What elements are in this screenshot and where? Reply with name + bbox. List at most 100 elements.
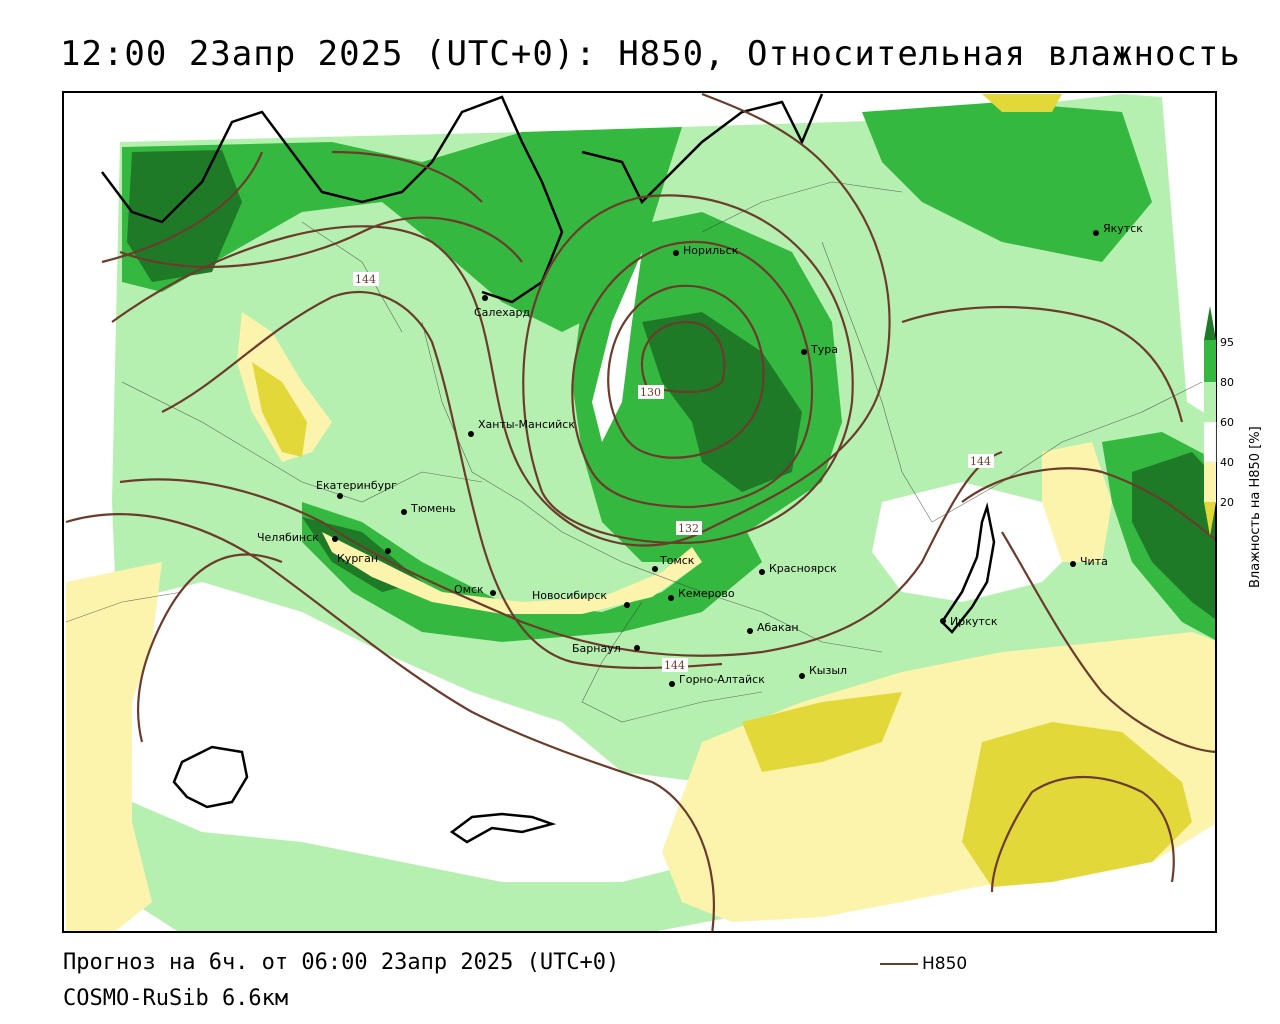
humidity-shading — [66, 94, 1215, 931]
h850-contours — [65, 93, 1215, 931]
city-label: Салехард — [474, 306, 530, 319]
legend-swatch-60-80 — [1204, 382, 1216, 422]
city-label: Абакан — [757, 621, 799, 634]
contour-label: 144 — [970, 455, 991, 468]
city-dot — [801, 349, 807, 355]
city-label: Горно-Алтайск — [679, 673, 765, 686]
h850-contour — [119, 450, 1003, 657]
city-dot — [799, 673, 805, 679]
map-title: 12:00 23апр 2025 (UTC+0): H850, Относите… — [60, 34, 1241, 74]
h850-contour — [111, 93, 891, 547]
taymyr-coastline — [581, 93, 824, 205]
humidity-zone-20-40 — [1042, 442, 1112, 562]
legend-swatch-80-95 — [1204, 340, 1216, 382]
legend-tick: 60 — [1220, 416, 1234, 429]
forecast-info: Прогноз на 6ч. от 06:00 23апр 2025 (UTC+… — [63, 950, 620, 975]
city-label: Курган — [337, 552, 378, 565]
legend-tick: 20 — [1220, 496, 1234, 509]
aral-sea — [172, 745, 249, 809]
city-label: Омск — [454, 583, 484, 596]
humidity-zone-20-40 — [66, 562, 162, 931]
admin-borders — [65, 181, 1203, 723]
coastlines — [101, 93, 996, 844]
humidity-zone-lt20 — [962, 722, 1192, 887]
h850-contour — [990, 791, 1033, 893]
legend-swatch-gt95 — [1204, 306, 1216, 340]
humidity-zone-lt20 — [742, 692, 902, 772]
city-dot — [468, 431, 474, 437]
city-dot — [669, 681, 675, 687]
legend-swatch-lt20 — [1204, 502, 1216, 536]
h850-contour — [1031, 776, 1175, 883]
baikal-lake — [940, 502, 996, 634]
h850-contour — [136, 553, 283, 743]
h850-contour — [641, 320, 726, 394]
contour-key-line — [880, 963, 918, 965]
humidity-zone-gt95 — [127, 150, 242, 282]
h850-contour — [901, 305, 1184, 423]
city-label: Томск — [659, 554, 695, 567]
city-dot — [652, 566, 658, 572]
arctic-coastline — [101, 95, 564, 304]
city-label: Новосибирск — [532, 589, 607, 602]
legend-colorbar: 95 80 60 40 20 — [1203, 306, 1234, 536]
city-label: Норильск — [683, 244, 739, 257]
city-label: Кемерово — [678, 587, 735, 600]
contour-key-label: H850 — [922, 954, 968, 974]
city-dot — [668, 595, 674, 601]
city-label: Иркутск — [950, 615, 998, 628]
map-panel: 144 130 132 144 144 Якутск Норильск Сале… — [62, 91, 1217, 933]
humidity-legend: 95 80 60 40 20 — [1200, 300, 1280, 590]
contour-key: H850 — [880, 954, 967, 974]
legend-title: Влажность на H850 [%] — [1248, 426, 1263, 588]
city-dot — [337, 493, 343, 499]
legend-tick: 80 — [1220, 376, 1234, 389]
humidity-zone-lt20 — [252, 362, 307, 457]
h850-contour — [101, 151, 264, 264]
legend-tick: 40 — [1220, 456, 1234, 469]
h850-contour — [607, 284, 765, 459]
city-label: Барнаул — [572, 642, 621, 655]
humidity-zone-40-60 — [592, 252, 642, 442]
city-dot — [1070, 561, 1076, 567]
contour-label: 130 — [640, 386, 661, 399]
h850-contour — [65, 513, 716, 931]
city-dot — [940, 618, 946, 624]
legend-tick: 95 — [1220, 336, 1234, 349]
city-dot — [490, 590, 496, 596]
city-label: Чита — [1080, 555, 1108, 568]
city-label: Кызыл — [809, 664, 847, 677]
contour-label: 144 — [664, 659, 685, 672]
model-name: COSMO-RuSib 6.6км — [63, 986, 289, 1011]
city-dot — [673, 250, 679, 256]
humidity-zone-40-60 — [872, 482, 1082, 602]
h850-contour — [161, 290, 723, 670]
city-label: Ханты-Мансийск — [478, 418, 575, 431]
city-dot — [332, 536, 338, 542]
city-markers: Якутск Норильск Салехард Тура Ханты-Манс… — [257, 222, 1143, 687]
humidity-zone-20-40 — [322, 532, 702, 614]
city-dot — [747, 628, 753, 634]
humidity-zone-80-95 — [302, 502, 762, 642]
city-dot — [401, 509, 407, 515]
h850-contour — [522, 194, 854, 545]
city-dot — [482, 295, 488, 301]
contour-labels: 144 130 132 144 144 — [353, 272, 994, 672]
h850-contour — [1001, 531, 1215, 753]
contour-label: 144 — [355, 273, 376, 286]
map-canvas: 144 130 132 144 144 Якутск Норильск Сале… — [65, 93, 1215, 931]
h850-contour — [571, 240, 814, 509]
contour-label: 132 — [678, 522, 699, 535]
humidity-zone-lt20 — [982, 94, 1062, 112]
h850-contour — [961, 467, 1215, 541]
h850-contour — [331, 150, 483, 203]
legend-swatch-40-60 — [1203, 421, 1217, 463]
city-label: Тура — [810, 343, 838, 356]
city-label: Тюмень — [410, 502, 456, 515]
city-label: Екатеринбург — [316, 479, 397, 492]
city-dot — [385, 548, 391, 554]
city-dot — [759, 569, 765, 575]
city-dot — [624, 602, 630, 608]
h850-contour — [119, 216, 523, 268]
city-dot — [634, 645, 640, 651]
